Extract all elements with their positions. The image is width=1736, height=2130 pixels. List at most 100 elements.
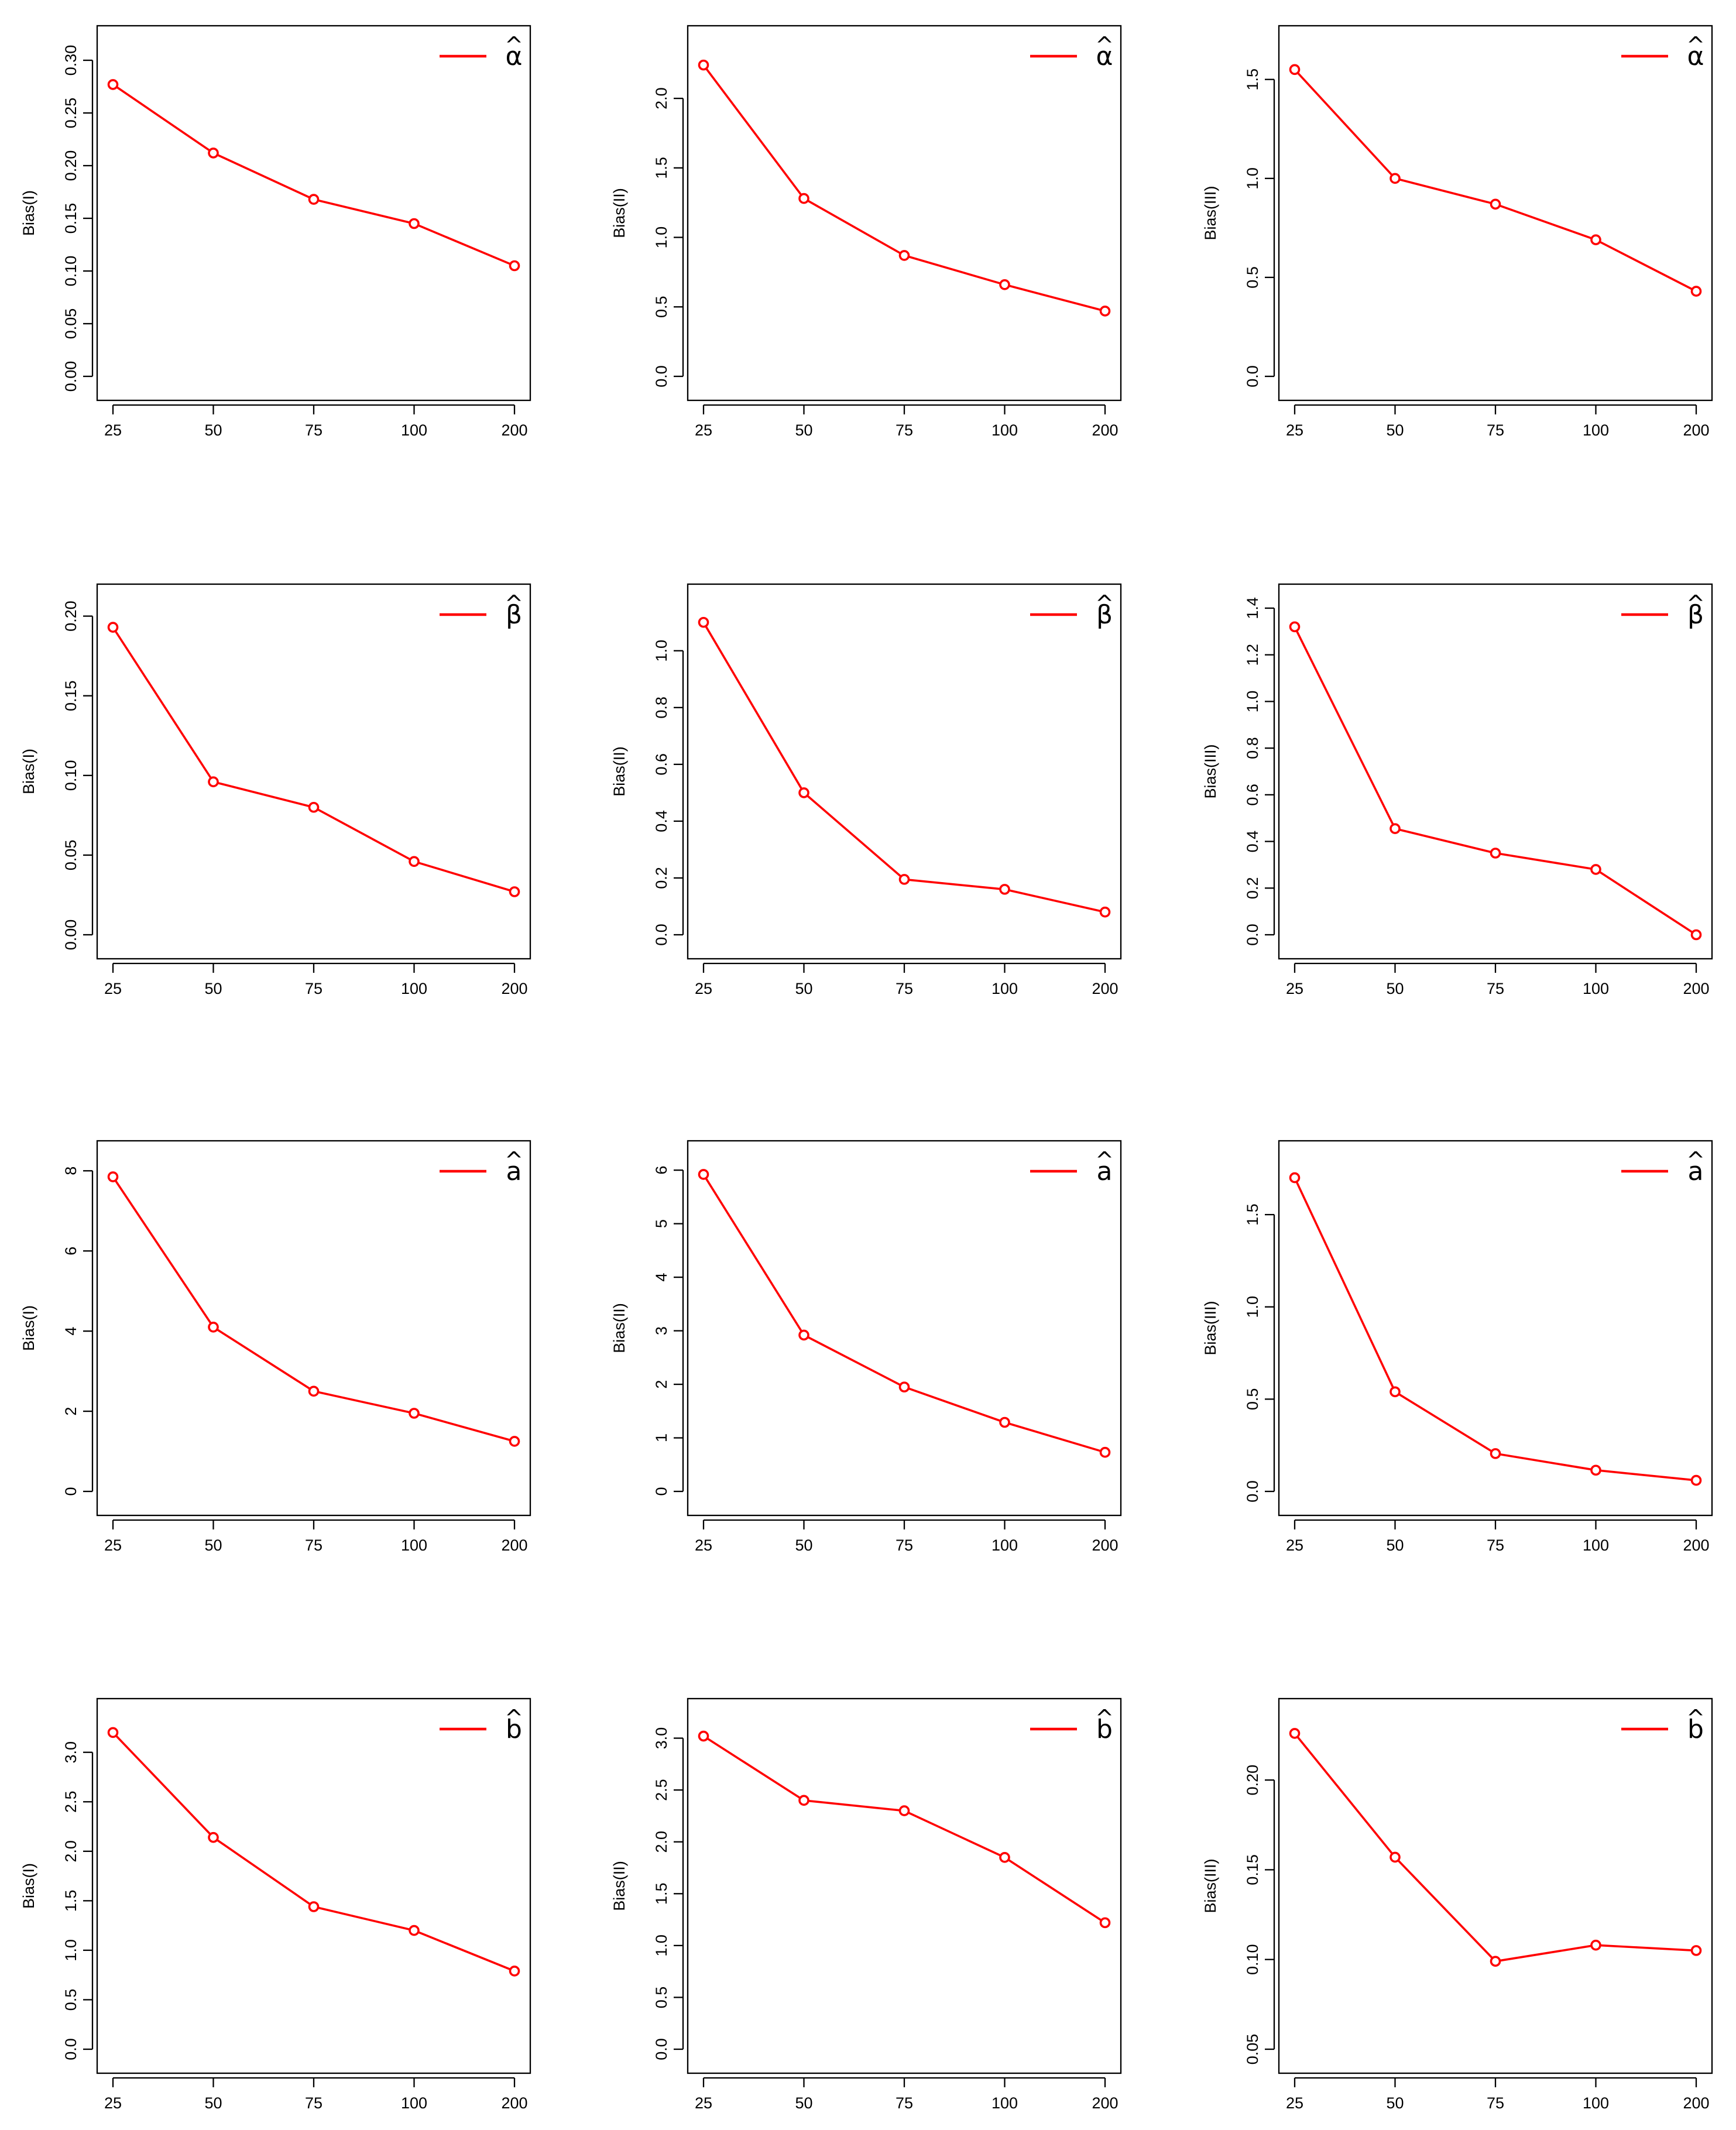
y-tick-label: 1.5 bbox=[1244, 68, 1261, 91]
y-axis-title: Bias(III) bbox=[1202, 186, 1219, 240]
plot-frame bbox=[1278, 25, 1713, 402]
y-tick-label: 2.0 bbox=[62, 1840, 80, 1863]
y-tick-label: 0.4 bbox=[653, 810, 670, 832]
chart-panel-5: 0.0 0.2 0.4 0.6 0.8 1.0 Bias(II) 25 50 75 100 200 ^β bbox=[610, 583, 1122, 997]
x-tick-label: 25 bbox=[1286, 2094, 1303, 2112]
x-tick-label: 50 bbox=[795, 1536, 812, 1554]
data-point bbox=[1390, 1386, 1401, 1398]
y-tick-label: 0.05 bbox=[62, 308, 80, 339]
x-tick-label: 200 bbox=[501, 421, 527, 439]
x-tick-label: 75 bbox=[896, 2094, 913, 2112]
y-tick-label: 0.05 bbox=[62, 840, 80, 871]
plot-frame bbox=[96, 1140, 531, 1517]
data-point bbox=[1590, 1939, 1601, 1951]
plot-frame bbox=[96, 25, 531, 402]
y-tick-label: 1.0 bbox=[653, 1935, 670, 1957]
data-point bbox=[999, 1851, 1010, 1863]
y-tick-label: 1.0 bbox=[653, 227, 670, 249]
x-tick-label: 50 bbox=[204, 2094, 222, 2112]
data-point bbox=[208, 1321, 219, 1333]
series-line bbox=[702, 622, 1106, 913]
y-tick-label: 4 bbox=[62, 1327, 80, 1336]
y-tick-label: 1.4 bbox=[1244, 597, 1261, 619]
y-tick-label: 0.05 bbox=[1244, 2034, 1261, 2065]
data-point bbox=[509, 260, 520, 272]
x-tick-label: 100 bbox=[1583, 1536, 1609, 1554]
chart-panel-10: 0.0 0.5 1.0 1.5 2.0 2.5 3.0 Bias(I) 25 50 75 100 200… bbox=[20, 1697, 531, 2112]
y-axis-title: Bias(II) bbox=[610, 1303, 628, 1353]
data-point bbox=[409, 856, 420, 867]
y-tick-label: 1.0 bbox=[1244, 167, 1261, 190]
data-point bbox=[107, 79, 119, 90]
plot-frame bbox=[1278, 583, 1713, 960]
data-point bbox=[208, 1831, 219, 1843]
y-tick-label: 0.20 bbox=[62, 601, 80, 632]
data-point bbox=[898, 1805, 910, 1816]
x-tick-label: 75 bbox=[896, 980, 913, 997]
y-tick-label: 3.0 bbox=[653, 1727, 670, 1750]
legend-label: α bbox=[1687, 42, 1704, 71]
data-point bbox=[107, 1171, 119, 1182]
legend-hat: ^ bbox=[505, 32, 523, 58]
chart-panel-11: 0.0 0.5 1.0 1.5 2.0 2.5 3.0 Bias(II) 25 50 75 100 20… bbox=[610, 1697, 1122, 2112]
data-point bbox=[999, 884, 1010, 895]
data-point bbox=[509, 1436, 520, 1447]
y-axis-title: Bias(III) bbox=[1202, 1301, 1219, 1355]
y-axis-title: Bias(I) bbox=[20, 1863, 37, 1909]
y-tick-label: 0.10 bbox=[62, 760, 80, 791]
x-tick-label: 50 bbox=[204, 1536, 222, 1554]
legend-label: b bbox=[1687, 1714, 1704, 1744]
x-tick-label: 100 bbox=[991, 421, 1018, 439]
data-point bbox=[409, 1925, 420, 1936]
data-point bbox=[1099, 1917, 1111, 1929]
y-tick-label: 0.15 bbox=[1244, 1854, 1261, 1885]
x-tick-label: 25 bbox=[1286, 421, 1303, 439]
legend-hat: ^ bbox=[1686, 1705, 1705, 1731]
y-tick-label: 5 bbox=[653, 1219, 670, 1228]
series-line bbox=[112, 83, 515, 267]
y-tick-label: 4 bbox=[653, 1273, 670, 1282]
y-tick-label: 3.0 bbox=[62, 1741, 80, 1764]
legend-hat: ^ bbox=[1095, 32, 1114, 58]
x-tick-label: 100 bbox=[991, 2094, 1018, 2112]
chart-panel-4: 0.00 0.05 0.10 0.15 0.20 Bias(I) 25 50 75 100 200 ^… bbox=[20, 583, 531, 997]
y-tick-label: 2.5 bbox=[62, 1791, 80, 1813]
data-point bbox=[698, 616, 709, 628]
y-tick-label: 1.2 bbox=[1244, 644, 1261, 666]
legend-label: β bbox=[506, 600, 522, 630]
y-axis-title: Bias(I) bbox=[20, 749, 37, 794]
legend-hat: ^ bbox=[1095, 1147, 1114, 1173]
plot-frame bbox=[687, 25, 1122, 402]
y-tick-label: 0 bbox=[653, 1487, 670, 1496]
y-tick-label: 0.6 bbox=[1244, 784, 1261, 806]
series-line bbox=[112, 1731, 515, 1973]
x-tick-label: 200 bbox=[501, 980, 527, 997]
x-tick-label: 200 bbox=[1092, 1536, 1118, 1554]
data-point bbox=[798, 787, 809, 798]
y-tick-label: 0.0 bbox=[62, 2038, 80, 2060]
x-tick-label: 100 bbox=[401, 1536, 427, 1554]
x-tick-label: 25 bbox=[695, 2094, 712, 2112]
y-tick-label: 1.5 bbox=[62, 1890, 80, 1912]
y-tick-label: 6 bbox=[653, 1166, 670, 1175]
data-point bbox=[698, 1730, 709, 1742]
y-tick-label: 2.0 bbox=[653, 87, 670, 109]
x-tick-label: 50 bbox=[1386, 980, 1404, 997]
x-tick-label: 200 bbox=[501, 1536, 527, 1554]
x-tick-label: 200 bbox=[1683, 980, 1709, 997]
data-point bbox=[1490, 1956, 1501, 1967]
data-point bbox=[1690, 1945, 1702, 1956]
x-tick-label: 25 bbox=[695, 421, 712, 439]
y-tick-label: 0.25 bbox=[62, 98, 80, 129]
y-tick-label: 0.0 bbox=[653, 365, 670, 387]
x-tick-label: 75 bbox=[1487, 2094, 1504, 2112]
y-tick-label: 0.4 bbox=[1244, 831, 1261, 853]
y-tick-label: 0.15 bbox=[62, 203, 80, 234]
legend-hat: ^ bbox=[1686, 591, 1705, 616]
data-point bbox=[509, 886, 520, 897]
y-tick-label: 0.00 bbox=[62, 920, 80, 951]
y-tick-label: 0.5 bbox=[1244, 266, 1261, 289]
legend-label: a bbox=[1097, 1157, 1113, 1186]
y-tick-label: 2 bbox=[653, 1380, 670, 1389]
